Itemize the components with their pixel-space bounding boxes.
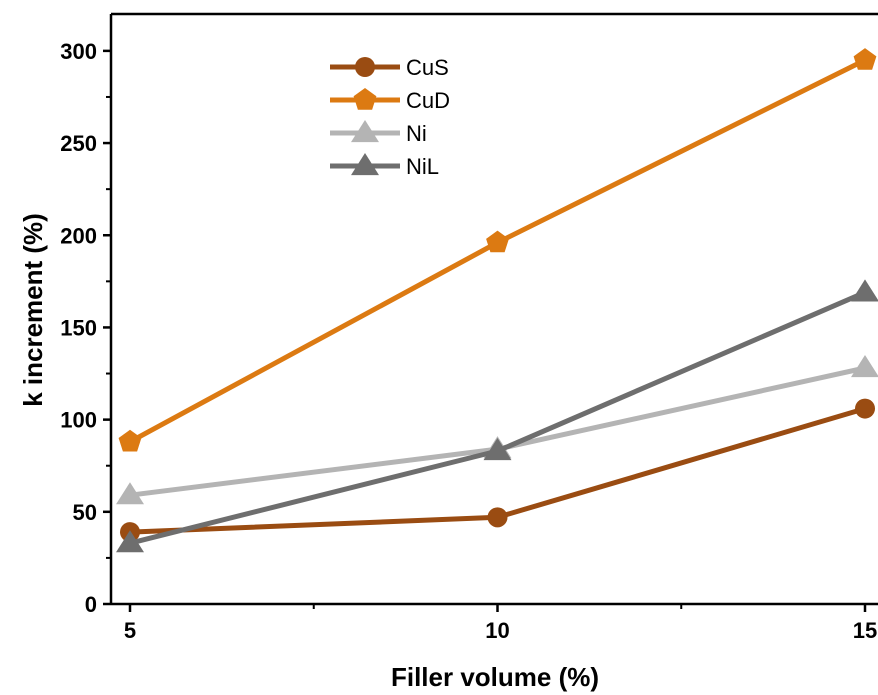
legend-item-ni: Ni [330,120,427,146]
data-point [487,507,508,528]
series-line [129,290,866,546]
y-tick-label: 200 [60,223,97,248]
data-point [483,438,512,461]
data-point [118,429,142,452]
legend-marker [351,153,379,176]
y-tick-label: 0 [85,592,97,617]
series-nil [116,279,878,553]
legend-label: CuS [406,55,449,80]
legend-label: Ni [406,121,427,146]
data-point [116,482,144,505]
y-axis-title: k increment (%) [18,213,48,407]
x-ticks: 5 10 15 [124,604,877,643]
legend-label: CuD [406,88,450,113]
legend: CuS CuD Ni NiL [330,55,450,179]
y-tick-label: 250 [60,131,97,156]
x-tick-label: 15 [853,618,877,643]
y-tick-label: 300 [60,39,97,64]
data-point [116,530,144,553]
x-tick-label: 10 [485,618,509,643]
series-layer [116,48,878,553]
x-tick-label: 5 [124,618,136,643]
legend-marker [353,88,377,110]
legend-marker [351,120,379,143]
series-cus [120,398,875,543]
legend-item-cud: CuD [330,88,450,113]
data-point [853,48,877,70]
legend-item-cus: CuS [330,55,449,80]
series-ni [116,355,878,505]
data-point [855,398,875,419]
legend-label: NiL [406,154,439,179]
x-axis-title: Filler volume (%) [391,662,599,692]
axes [109,12,878,606]
y-tick-label: 50 [73,500,97,525]
y-ticks: 0 50 100 150 200 250 300 [60,39,111,617]
series-cud [118,48,877,452]
data-point [851,279,878,302]
y-tick-label: 100 [60,408,97,433]
data-point [851,355,878,378]
series-line [129,365,866,498]
legend-marker [355,57,375,77]
data-point [486,230,509,253]
legend-item-nil: NiL [330,153,439,179]
y-tick-label: 150 [60,315,97,340]
